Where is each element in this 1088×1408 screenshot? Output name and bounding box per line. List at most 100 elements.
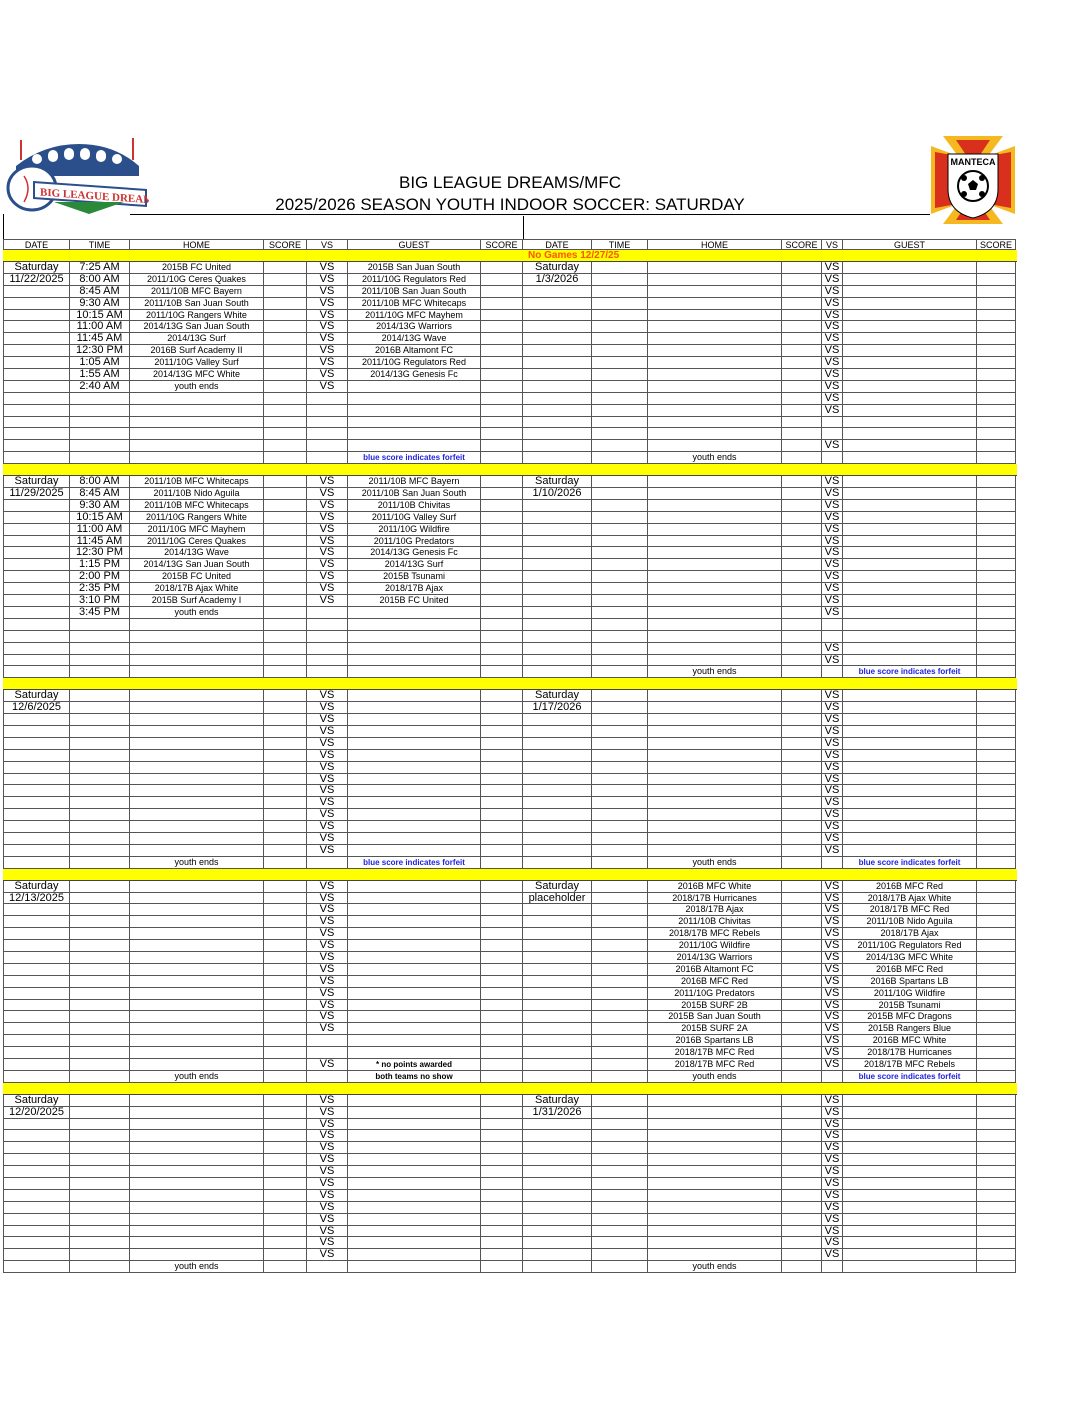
home-cell: [648, 642, 782, 655]
time-cell: [592, 1166, 648, 1179]
time-cell: [592, 1189, 648, 1202]
time-cell: [70, 725, 130, 738]
table-row: youth ends blue score indicates forfeit yo…: [3, 856, 1017, 869]
vs-cell: [822, 856, 843, 869]
time-cell: [592, 273, 648, 286]
home-cell: [130, 1047, 264, 1059]
date-cell: [523, 511, 592, 524]
column-header: GUEST: [843, 239, 977, 250]
score-cell: [977, 1130, 1016, 1143]
score-cell: [782, 856, 822, 869]
score-cell: [782, 476, 822, 489]
score-cell: [481, 618, 523, 631]
guest-cell: 2011/10B San Juan South: [348, 285, 481, 298]
guest-cell: [843, 452, 977, 465]
vs-cell: [822, 416, 843, 429]
date-cell: [523, 547, 592, 560]
score-cell: [977, 452, 1016, 465]
score-cell: [782, 761, 822, 774]
score-cell: [264, 785, 307, 798]
score-cell: [481, 809, 523, 822]
guest-cell: [348, 737, 481, 750]
home-cell: [130, 725, 264, 738]
time-cell: [70, 904, 130, 917]
score-cell: [782, 1070, 822, 1083]
time-cell: 10:15 AM: [70, 511, 130, 524]
score-cell: [264, 1201, 307, 1214]
table-row: 10:15 AM 2011/10G Rangers White VS 2011/10G…: [3, 309, 1017, 322]
date-cell: [3, 1011, 70, 1024]
vs-cell: VS: [822, 1166, 843, 1179]
vs-cell: VS: [822, 1011, 843, 1024]
table-row: VS 2014/13G Warriors VS 2014/13G MFC White: [3, 951, 1017, 964]
guest-cell: [348, 797, 481, 810]
home-cell: [130, 904, 264, 917]
vs-cell: VS: [822, 1023, 843, 1036]
home-cell: [130, 785, 264, 798]
date-cell: [3, 416, 70, 429]
guest-cell: [843, 761, 977, 774]
table-row: VS VS: [3, 1130, 1017, 1143]
guest-cell: [348, 844, 481, 857]
vs-cell: VS: [822, 1118, 843, 1131]
score-cell: [481, 1094, 523, 1107]
home-cell: [648, 523, 782, 536]
time-cell: [592, 856, 648, 869]
table-row: 11:00 AM 2011/10G MFC Mayhem VS 2011/10G Wi…: [3, 523, 1017, 536]
vs-cell: [822, 630, 843, 643]
score-cell: [481, 916, 523, 929]
time-cell: 12:30 PM: [70, 547, 130, 560]
vs-cell: VS: [307, 321, 348, 334]
time-cell: [592, 737, 648, 750]
vs-cell: VS: [822, 785, 843, 798]
score-cell: [977, 987, 1016, 1000]
date-cell: [3, 1237, 70, 1250]
time-cell: [70, 1213, 130, 1226]
vs-cell: VS: [822, 987, 843, 1000]
score-cell: [264, 559, 307, 572]
vs-cell: VS: [822, 559, 843, 572]
vs-cell: VS: [822, 844, 843, 857]
score-cell: [481, 369, 523, 381]
guest-cell: [843, 262, 977, 274]
time-cell: [592, 916, 648, 929]
vs-cell: VS: [307, 1225, 348, 1238]
guest-cell: [843, 547, 977, 560]
score-cell: [264, 940, 307, 952]
date-cell: [3, 511, 70, 524]
score-cell: [977, 809, 1016, 822]
table-row: VS 2011/10G Predators VS 2011/10G Wildfire: [3, 987, 1017, 1000]
time-cell: [70, 975, 130, 988]
home-cell: [648, 547, 782, 560]
score-cell: [481, 725, 523, 738]
time-cell: [592, 1094, 648, 1107]
vs-cell: VS: [822, 297, 843, 310]
home-cell: [130, 1213, 264, 1226]
score-cell: [782, 618, 822, 631]
score-cell: [481, 666, 523, 679]
date-cell: [3, 1142, 70, 1155]
vs-cell: [307, 642, 348, 655]
score-cell: [264, 476, 307, 489]
date-cell: [523, 392, 592, 405]
vs-cell: [307, 440, 348, 453]
guest-cell: [348, 380, 481, 393]
time-cell: [70, 749, 130, 762]
home-cell: 2014/13G San Juan South: [130, 321, 264, 334]
home-cell: [130, 1094, 264, 1107]
date-cell: [3, 1166, 70, 1179]
vs-cell: VS: [307, 1201, 348, 1214]
date-cell: [3, 832, 70, 845]
score-cell: [264, 916, 307, 929]
date-cell: [523, 1213, 592, 1226]
score-cell: [977, 1106, 1016, 1119]
score-cell: [481, 1189, 523, 1202]
time-cell: [70, 642, 130, 655]
home-cell: 2011/10G MFC Mayhem: [130, 523, 264, 536]
vs-cell: VS: [822, 488, 843, 500]
home-cell: youth ends: [648, 1070, 782, 1083]
guest-cell: [348, 1166, 481, 1179]
guest-cell: [348, 892, 481, 905]
big-league-dreams-logo: BIG LEAGUE DREAMS: [4, 136, 160, 219]
guest-cell: [348, 392, 481, 405]
